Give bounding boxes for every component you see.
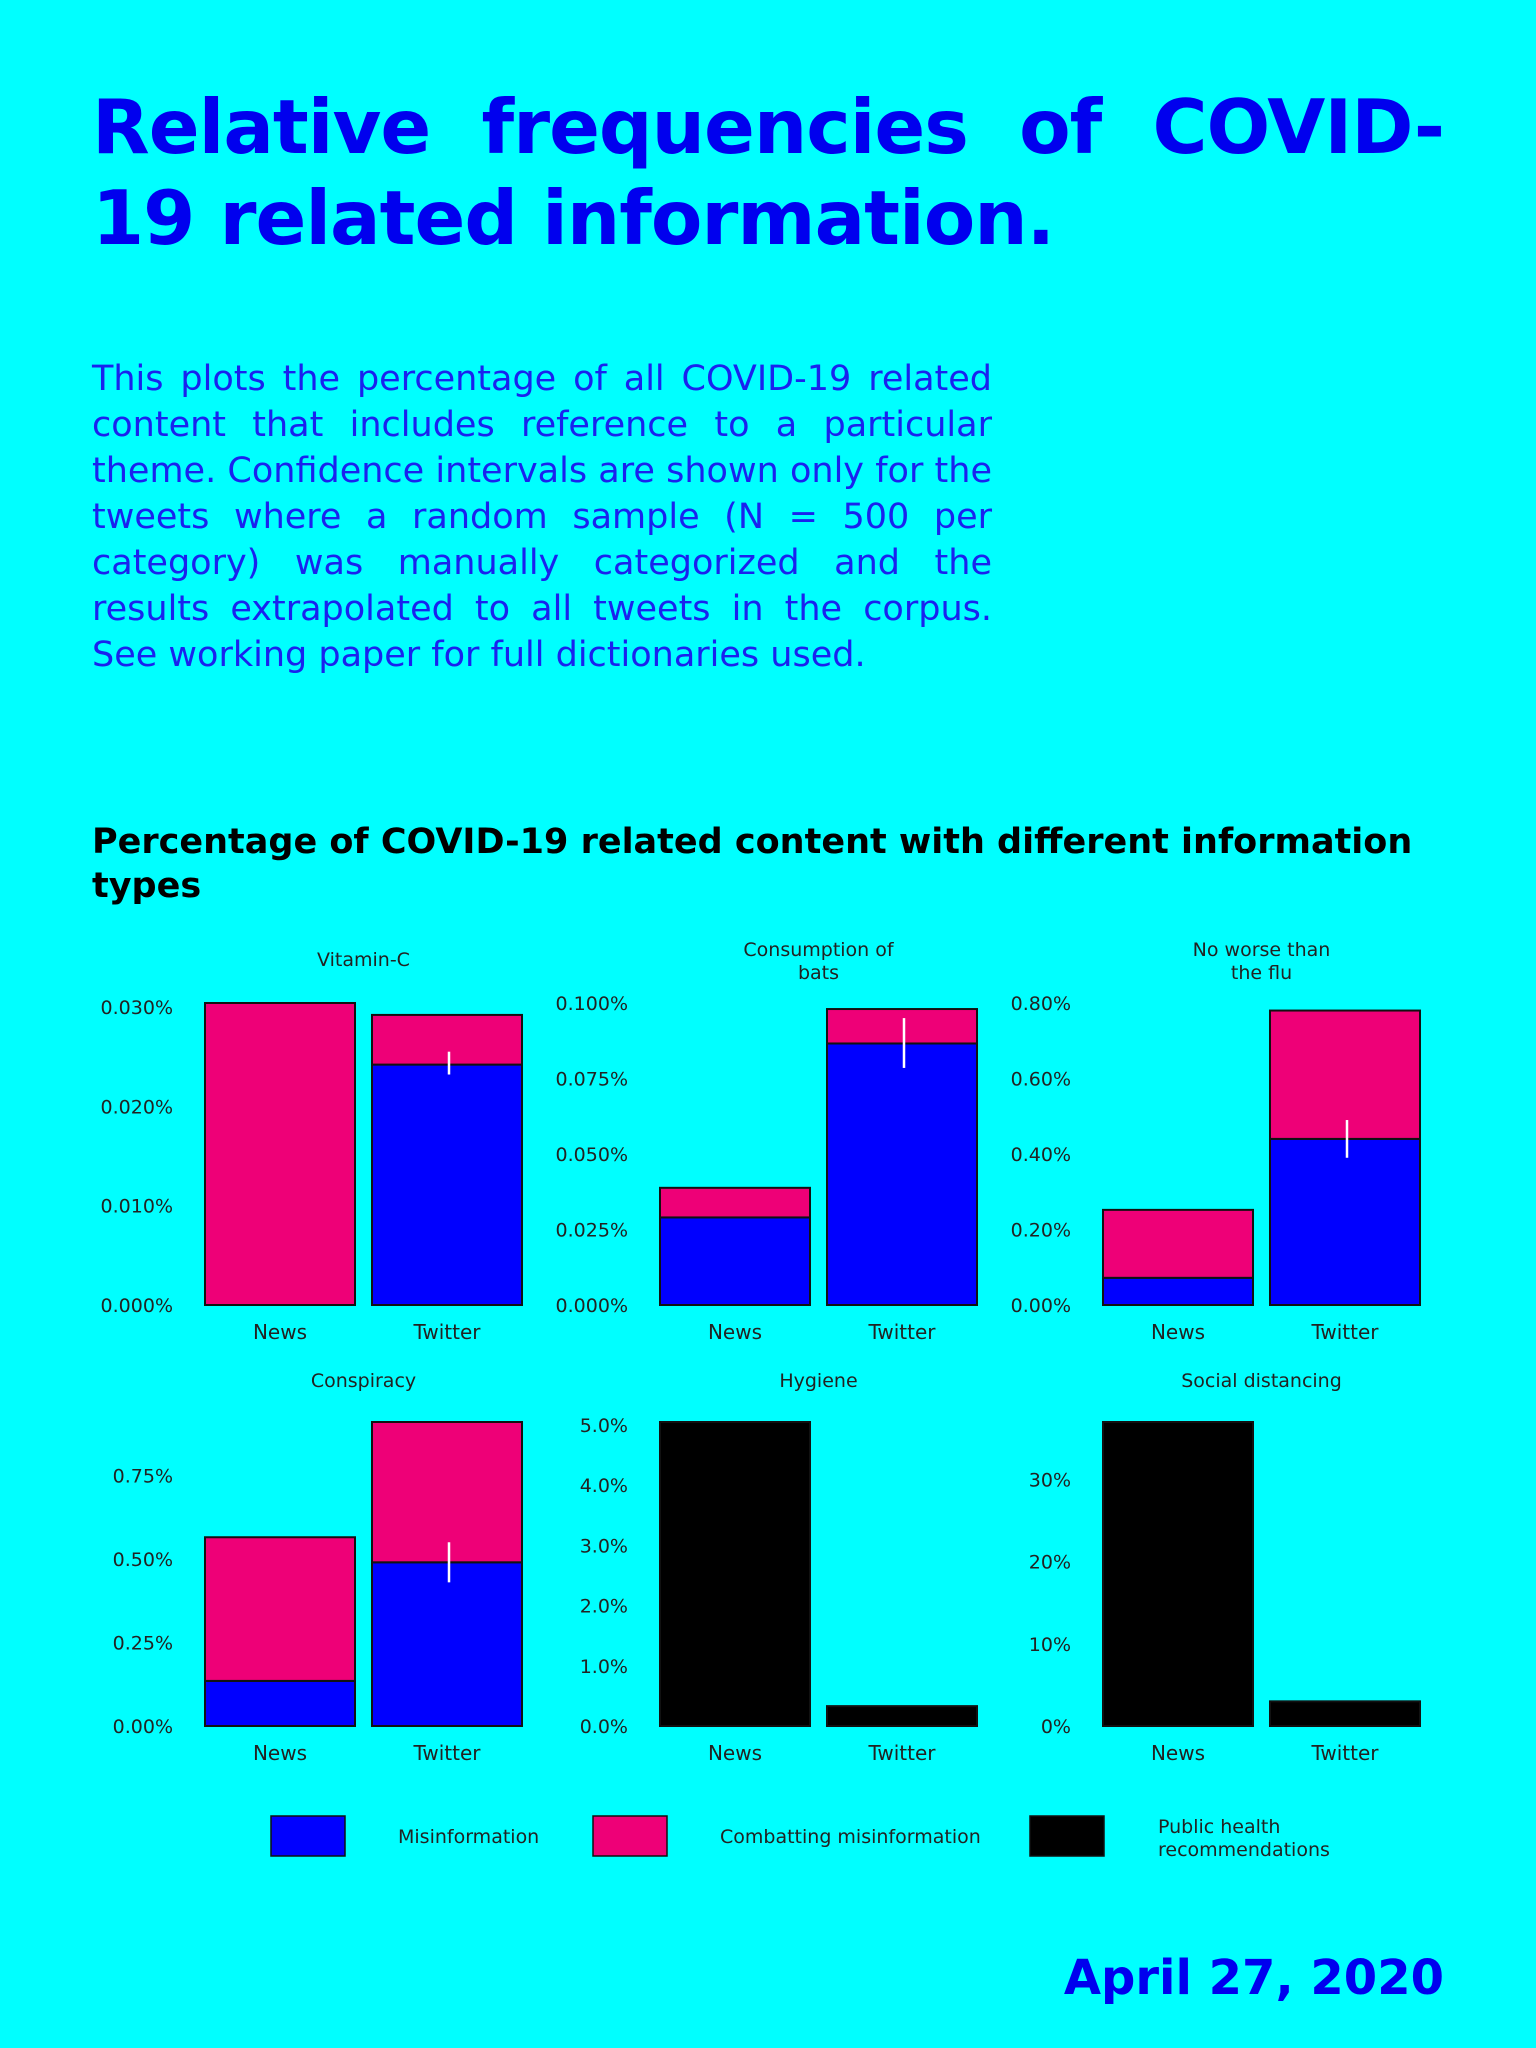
y-tick-label: 0.030% (101, 997, 173, 1019)
bar-combatting-misinformation (371, 1421, 523, 1564)
bar-misinformation (204, 1679, 356, 1728)
y-tick-label: 20% (1029, 1552, 1071, 1574)
bar-public-health-recommendations (826, 1705, 978, 1727)
y-tick-label: 0.80% (1011, 993, 1071, 1015)
y-tick-label: 0.75% (113, 1465, 173, 1487)
y-tick-label: 30% (1029, 1470, 1071, 1492)
y-tick-label: 0.50% (113, 1549, 173, 1571)
y-tick-label: 0.020% (101, 1096, 173, 1118)
bar-combatting-misinformation (826, 1008, 978, 1045)
chart-title: Percentage of COVID-19 related content w… (92, 822, 1413, 906)
x-tick-label: News (253, 1320, 307, 1344)
legend-label: Misinformation (398, 1826, 539, 1848)
panel-title: Vitamin-C (317, 949, 410, 971)
y-tick-label: 0.025% (556, 1220, 628, 1242)
bar-combatting-misinformation (1102, 1208, 1254, 1279)
bar-combatting-misinformation (371, 1013, 523, 1066)
bar-public-health-recommendations (659, 1421, 811, 1727)
x-tick-label: News (253, 1741, 307, 1765)
y-tick-label: 0.40% (1011, 1144, 1071, 1166)
legend-label: Public health (1158, 1816, 1280, 1838)
bar-combatting-misinformation (1269, 1009, 1421, 1140)
legend-label: recommendations (1158, 1839, 1330, 1861)
y-tick-label: 0.050% (556, 1144, 628, 1166)
legend-label: Combatting misinformation (720, 1826, 981, 1848)
y-tick-label: 1.0% (580, 1656, 628, 1678)
panel-title: bats (798, 962, 839, 984)
panel-title: Social distancing (1181, 1370, 1342, 1392)
y-tick-label: 5.0% (580, 1415, 628, 1437)
panel-title: Hygiene (779, 1370, 857, 1392)
bar-combatting-misinformation (204, 1002, 356, 1306)
bar-public-health-recommendations (1102, 1421, 1254, 1727)
y-tick-label: 0.010% (101, 1196, 173, 1218)
bar-misinformation (826, 1042, 978, 1307)
y-tick-label: 0.20% (1011, 1220, 1071, 1242)
y-tick-label: 10% (1029, 1634, 1071, 1656)
y-tick-label: 0.25% (113, 1632, 173, 1654)
y-tick-label: 0.000% (556, 1295, 628, 1317)
bar-misinformation (371, 1561, 523, 1728)
y-tick-label: 3.0% (580, 1535, 628, 1557)
panel-title: No worse than (1193, 939, 1331, 961)
legend-swatch (592, 1815, 668, 1857)
x-tick-label: Twitter (867, 1741, 936, 1765)
x-tick-label: News (708, 1320, 762, 1344)
page-title: Relative frequencies of COVID-19 related… (92, 83, 1445, 262)
y-tick-label: 0.0% (580, 1716, 628, 1738)
bar-misinformation (1102, 1276, 1254, 1306)
y-tick-label: 2.0% (580, 1596, 628, 1618)
x-tick-label: News (1151, 1320, 1205, 1344)
y-tick-label: 0% (1041, 1716, 1071, 1738)
description-text: This plots the percentage of all COVID-1… (92, 359, 992, 675)
bar-public-health-recommendations (1269, 1700, 1421, 1727)
bar-combatting-misinformation (204, 1536, 356, 1682)
x-tick-label: Twitter (412, 1320, 481, 1344)
legend-swatch (270, 1815, 346, 1857)
y-tick-label: 0.075% (556, 1069, 628, 1091)
y-tick-label: 4.0% (580, 1475, 628, 1497)
panel-title: Conspiracy (311, 1370, 416, 1392)
y-tick-label: 0.100% (556, 993, 628, 1015)
bar-misinformation (1269, 1137, 1421, 1307)
x-tick-label: News (1151, 1741, 1205, 1765)
y-tick-label: 0.00% (113, 1716, 173, 1738)
panel-title: the flu (1231, 962, 1292, 984)
x-tick-label: Twitter (1310, 1741, 1379, 1765)
legend-swatch (1029, 1815, 1105, 1857)
y-tick-label: 0.60% (1011, 1069, 1071, 1091)
x-tick-label: Twitter (1310, 1320, 1379, 1344)
bar-combatting-misinformation (659, 1186, 811, 1219)
y-tick-label: 0.00% (1011, 1295, 1071, 1317)
x-tick-label: Twitter (412, 1741, 481, 1765)
bar-misinformation (659, 1216, 811, 1307)
bar-misinformation (371, 1063, 523, 1307)
x-tick-label: News (708, 1741, 762, 1765)
y-tick-label: 0.000% (101, 1295, 173, 1317)
publication-date: April 27, 2020 (1063, 1950, 1444, 2006)
x-tick-label: Twitter (867, 1320, 936, 1344)
panel-title: Consumption of (743, 939, 895, 961)
